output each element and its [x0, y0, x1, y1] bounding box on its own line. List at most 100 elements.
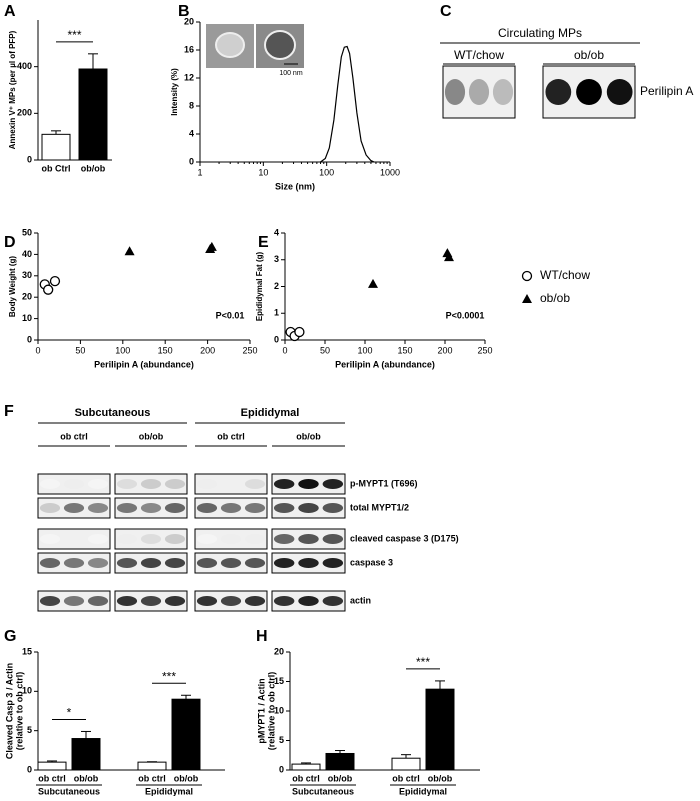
bar	[291, 763, 321, 771]
group-label: Subcutaneous	[75, 407, 151, 419]
blot-band	[116, 558, 138, 568]
blot-band	[39, 596, 61, 606]
subgroup-label: ob/ob	[139, 431, 164, 441]
blot-band	[298, 503, 319, 513]
x-tick-label: 200	[437, 345, 452, 355]
group-label: ob/ob	[574, 48, 604, 62]
blot-band	[39, 558, 61, 568]
blot-band	[196, 479, 218, 489]
blot-band	[140, 558, 162, 568]
blot-band	[140, 503, 162, 513]
x-tick-label: ob/ob	[328, 773, 353, 783]
blot-band	[63, 596, 85, 606]
blot-band	[87, 479, 109, 489]
y-tick-label: 2	[274, 281, 279, 291]
blot-band	[492, 79, 514, 105]
y-tick-label: 10	[274, 705, 284, 715]
blot-band	[63, 503, 85, 513]
x-tick-label: ob/ob	[81, 163, 106, 173]
x-tick-label: 1	[197, 167, 202, 177]
x-tick-label: ob/ob	[428, 773, 453, 783]
blot-band	[196, 596, 218, 606]
y-tick-label: 20	[22, 292, 32, 302]
group-label: Subcutaneous	[38, 786, 100, 796]
blot-title: Circulating MPs	[498, 26, 582, 40]
bar	[37, 761, 67, 771]
panel-letter: C	[440, 3, 452, 20]
significance-label: ***	[67, 28, 81, 42]
blot-band	[273, 596, 295, 606]
point	[206, 241, 217, 251]
blot-band	[87, 596, 109, 606]
y-tick-label: 20	[184, 16, 194, 26]
legend-marker	[521, 270, 533, 282]
panel-letter: E	[258, 234, 269, 251]
p-value: P<0.0001	[446, 310, 485, 320]
blot-band	[244, 534, 266, 544]
legend-label: WT/chow	[540, 268, 590, 282]
row-label: p-MYPT1 (T696)	[350, 478, 418, 488]
blot-band	[196, 534, 218, 544]
blot-band	[273, 534, 295, 544]
y-tick-label: 12	[184, 72, 194, 82]
row-label: caspase 3	[350, 557, 393, 567]
y-axis-label: (relative to ob ctrl)	[266, 672, 276, 751]
y-tick-label: 0	[189, 156, 194, 166]
blot-band	[322, 534, 344, 544]
x-tick-label: ob Ctrl	[42, 163, 71, 173]
y-axis-label: Body Weight (g)	[8, 256, 17, 318]
y-tick-label: 10	[22, 313, 32, 323]
blot-band	[220, 503, 242, 513]
y-tick-label: 40	[22, 249, 32, 259]
blot-band	[140, 479, 162, 489]
em-vesicle	[264, 30, 296, 60]
blot-band	[140, 534, 162, 544]
blot-band	[322, 503, 344, 513]
row-label: Perilipin A	[640, 84, 693, 98]
blot-band	[63, 479, 85, 489]
y-tick-label: 200	[17, 108, 32, 118]
y-axis-label: Annexin V⁺ MPs (per µl of PFP)	[8, 30, 17, 149]
bar	[78, 68, 108, 161]
y-tick-label: 0	[27, 334, 32, 344]
y-tick-label: 10	[22, 686, 32, 696]
x-tick-label: 100	[319, 167, 334, 177]
row-label: actin	[350, 595, 371, 605]
blot-band	[116, 534, 138, 544]
y-axis-label: Cleaved Casp 3 / Actin	[4, 663, 14, 759]
y-tick-label: 3	[274, 254, 279, 264]
blot-band	[39, 503, 61, 513]
bar	[137, 761, 167, 771]
blot-band	[298, 479, 319, 489]
blot-band	[164, 558, 186, 568]
blot-band	[116, 503, 138, 513]
blot-band	[322, 479, 344, 489]
x-tick-label: 100	[115, 345, 130, 355]
subgroup-label: ob ctrl	[217, 431, 245, 441]
blot-band	[545, 79, 572, 105]
panel-letter: H	[256, 628, 268, 645]
y-tick-label: 4	[274, 227, 279, 237]
blot-band	[322, 558, 344, 568]
subgroup-label: ob/ob	[296, 431, 321, 441]
blot-band	[39, 479, 61, 489]
point	[49, 275, 61, 287]
y-axis-label: pMYPT1 / Actin	[256, 678, 266, 743]
blot-band	[116, 479, 138, 489]
em-vesicle	[215, 32, 245, 58]
x-tick-label: ob ctrl	[392, 773, 420, 783]
y-tick-label: 5	[27, 725, 32, 735]
blot-band	[244, 558, 266, 568]
y-tick-label: 0	[27, 154, 32, 164]
blot-band	[468, 79, 490, 105]
panel-letter: F	[4, 403, 14, 420]
y-axis-label: Epididymal Fat (g)	[255, 252, 264, 322]
point	[294, 326, 305, 338]
blot-band	[298, 534, 319, 544]
blot-band	[244, 503, 266, 513]
blot-band	[39, 534, 61, 544]
group-label: Epididymal	[241, 407, 300, 419]
x-tick-label: 200	[200, 345, 215, 355]
